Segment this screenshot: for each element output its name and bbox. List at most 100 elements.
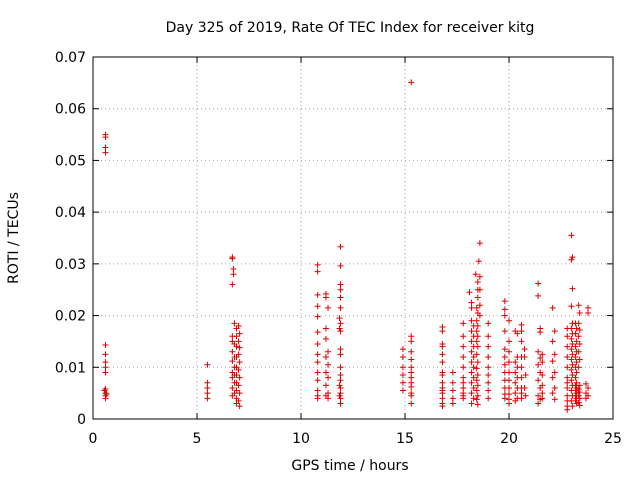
data-point bbox=[568, 325, 575, 332]
data-points bbox=[101, 79, 592, 413]
data-point bbox=[518, 321, 525, 328]
data-point bbox=[102, 134, 109, 141]
data-point bbox=[473, 387, 480, 394]
data-point bbox=[314, 329, 321, 336]
y-tick-label: 0.05 bbox=[55, 153, 86, 169]
data-point bbox=[337, 294, 344, 301]
data-point bbox=[568, 377, 575, 384]
data-point bbox=[314, 387, 321, 394]
data-point bbox=[336, 392, 343, 399]
data-point bbox=[468, 299, 475, 306]
data-point bbox=[518, 390, 525, 397]
data-point bbox=[485, 372, 492, 379]
data-point bbox=[569, 341, 576, 348]
data-point bbox=[229, 281, 236, 288]
data-point bbox=[501, 298, 508, 305]
data-point bbox=[568, 356, 575, 363]
data-point bbox=[582, 380, 589, 387]
data-point bbox=[512, 397, 519, 404]
data-point bbox=[476, 240, 483, 247]
data-point bbox=[314, 341, 321, 348]
data-point bbox=[485, 333, 492, 340]
data-point bbox=[551, 351, 558, 358]
x-tick-label: 20 bbox=[500, 431, 518, 447]
data-point bbox=[314, 291, 321, 298]
data-point bbox=[449, 387, 456, 394]
data-point bbox=[572, 397, 579, 404]
data-point bbox=[569, 285, 576, 292]
data-point bbox=[575, 364, 582, 371]
data-point bbox=[236, 374, 243, 381]
data-point bbox=[514, 330, 521, 337]
data-point bbox=[460, 353, 467, 360]
data-point bbox=[102, 359, 109, 366]
data-point bbox=[325, 374, 332, 381]
data-point bbox=[231, 320, 238, 327]
chart-title: Day 325 of 2019, Rate Of TEC Index for r… bbox=[166, 20, 535, 36]
data-point bbox=[506, 391, 512, 398]
data-point bbox=[473, 317, 480, 324]
data-point bbox=[474, 333, 481, 340]
data-point bbox=[549, 304, 556, 311]
data-point bbox=[501, 306, 508, 313]
data-point bbox=[518, 374, 525, 381]
data-point bbox=[485, 320, 492, 327]
data-point bbox=[204, 361, 211, 368]
data-point bbox=[337, 400, 344, 407]
data-point bbox=[337, 281, 344, 288]
data-point bbox=[337, 364, 344, 371]
data-point bbox=[460, 384, 467, 391]
data-point bbox=[408, 333, 415, 340]
data-point bbox=[518, 328, 525, 335]
data-point bbox=[314, 369, 321, 376]
data-point bbox=[408, 400, 415, 407]
data-point bbox=[449, 395, 456, 402]
data-point bbox=[572, 330, 579, 337]
data-point bbox=[314, 313, 321, 320]
data-point bbox=[575, 320, 582, 327]
data-point bbox=[470, 353, 477, 360]
data-point bbox=[573, 359, 580, 366]
data-point bbox=[474, 294, 481, 301]
data-point bbox=[229, 348, 236, 355]
data-point bbox=[501, 353, 508, 360]
data-point bbox=[439, 390, 446, 397]
data-point bbox=[439, 379, 446, 386]
y-tick-label: 0.04 bbox=[55, 205, 86, 221]
data-point bbox=[439, 403, 446, 410]
data-point bbox=[233, 333, 240, 340]
data-point bbox=[512, 369, 519, 376]
data-point bbox=[522, 392, 529, 399]
data-point bbox=[337, 304, 344, 311]
data-point bbox=[506, 400, 512, 407]
data-point bbox=[539, 395, 546, 402]
data-point bbox=[314, 377, 321, 384]
data-point bbox=[439, 359, 446, 366]
y-axis-label: ROTI / TECUs bbox=[6, 192, 22, 284]
data-point bbox=[399, 387, 406, 394]
data-point bbox=[235, 397, 242, 404]
data-point bbox=[468, 328, 475, 335]
data-point bbox=[102, 364, 109, 371]
data-point bbox=[468, 348, 475, 355]
data-point bbox=[501, 395, 508, 402]
data-point bbox=[230, 266, 237, 273]
data-point bbox=[473, 396, 480, 403]
data-point bbox=[325, 395, 332, 402]
data-point bbox=[485, 343, 492, 350]
data-point bbox=[474, 392, 481, 399]
data-point bbox=[408, 364, 415, 371]
data-point bbox=[103, 391, 110, 398]
data-point bbox=[506, 359, 512, 366]
data-point bbox=[204, 379, 211, 386]
data-point bbox=[549, 374, 556, 381]
data-point bbox=[408, 369, 415, 376]
data-point bbox=[473, 351, 480, 358]
data-point bbox=[518, 338, 525, 345]
data-point bbox=[535, 400, 542, 407]
data-point bbox=[460, 333, 467, 340]
data-point bbox=[549, 358, 556, 365]
data-point bbox=[408, 383, 415, 390]
data-point bbox=[399, 379, 406, 386]
data-point bbox=[551, 369, 558, 376]
